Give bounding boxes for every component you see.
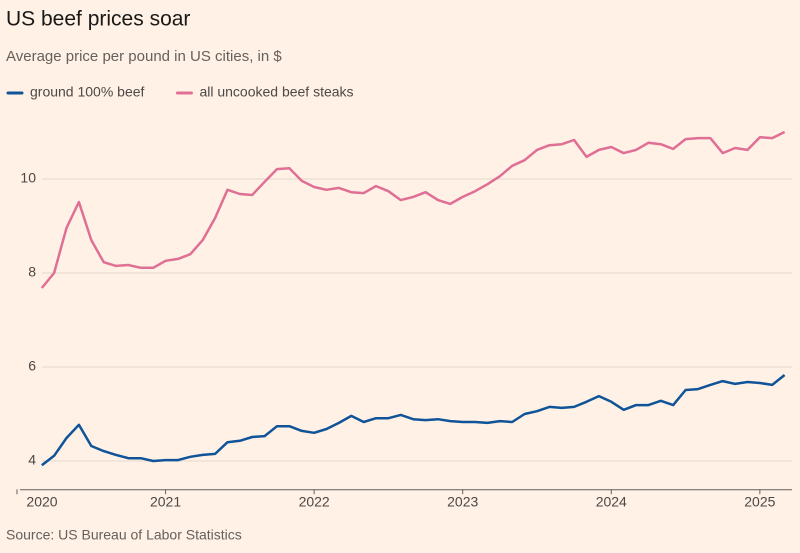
x-tick-label: 2023	[447, 493, 478, 509]
x-tick-label: 2021	[150, 493, 181, 509]
data-line	[40, 130, 786, 289]
x-tick-label: 2025	[744, 493, 775, 509]
x-tick-label: 2022	[299, 493, 330, 509]
y-tick-label: 8	[28, 264, 36, 280]
chart-title: US beef prices soar	[6, 8, 190, 31]
y-tick-label: 10	[20, 170, 36, 186]
y-tick-label: 6	[28, 358, 36, 374]
y-tick-label: 4	[28, 452, 36, 468]
legend-label: ground 100% beef	[30, 84, 145, 100]
legend-label: all uncooked beef steaks	[199, 84, 353, 100]
source-note: Source: US Bureau of Labor Statistics	[6, 527, 242, 543]
chart-subtitle: Average price per pound in US cities, in…	[6, 48, 282, 65]
data-line	[41, 374, 786, 467]
x-tick-label: 2024	[596, 493, 627, 509]
x-tick-label: 2020	[26, 493, 57, 509]
